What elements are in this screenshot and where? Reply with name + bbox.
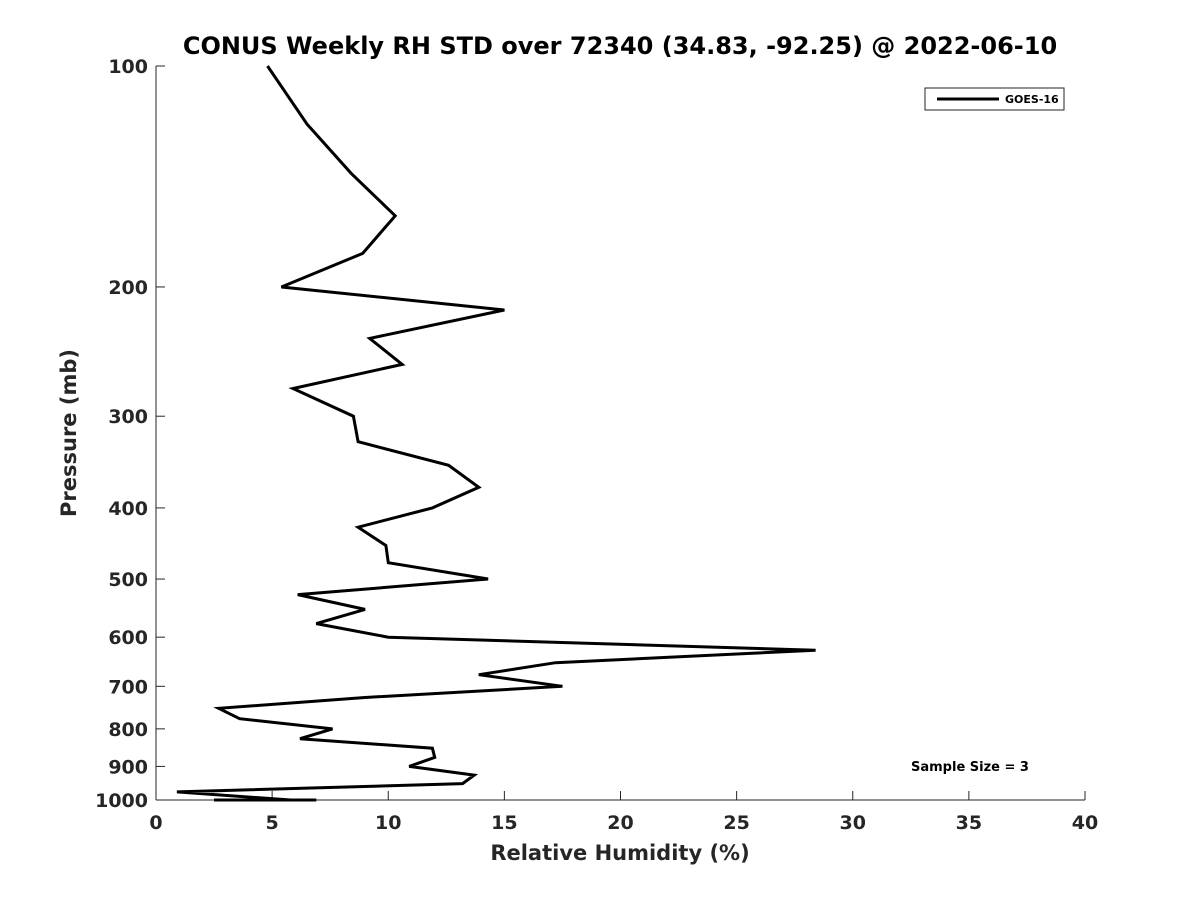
y-tick-label: 100 xyxy=(108,56,148,78)
chart-title: CONUS Weekly RH STD over 72340 (34.83, -… xyxy=(183,32,1057,60)
sample-size-annotation: Sample Size = 3 xyxy=(911,760,1029,775)
y-tick-label: 900 xyxy=(108,756,148,778)
y-tick-label: 500 xyxy=(108,569,148,591)
x-tick-label: 10 xyxy=(375,812,401,834)
x-tick-label: 30 xyxy=(840,812,866,834)
x-axis-ticks: 0 5 10 15 20 25 30 35 40 xyxy=(149,791,1098,834)
y-tick-label: 800 xyxy=(108,719,148,741)
y-tick-label: 200 xyxy=(108,277,148,299)
x-tick-label: 25 xyxy=(723,812,749,834)
y-axis-label: Pressure (mb) xyxy=(57,349,81,517)
x-axis-label: Relative Humidity (%) xyxy=(490,841,749,865)
series-layer xyxy=(176,65,816,802)
x-tick-label: 40 xyxy=(1072,812,1098,834)
legend-label-goes-16: GOES-16 xyxy=(1005,93,1059,106)
x-tick-label: 20 xyxy=(607,812,633,834)
y-axis-ticks: 100 200 300 400 500 600 700 800 900 1000 xyxy=(95,56,165,812)
series-line-goes-16 xyxy=(176,65,816,802)
y-tick-label: 400 xyxy=(108,498,148,520)
x-tick-label: 5 xyxy=(266,812,279,834)
y-tick-label: 700 xyxy=(108,676,148,698)
x-tick-label: 15 xyxy=(491,812,517,834)
y-tick-label: 600 xyxy=(108,627,148,649)
y-tick-label: 1000 xyxy=(95,790,148,812)
y-tick-label: 300 xyxy=(108,406,148,428)
legend: GOES-16 xyxy=(924,87,1065,111)
x-tick-label: 35 xyxy=(956,812,982,834)
x-tick-label: 0 xyxy=(149,812,162,834)
axes xyxy=(155,66,1085,801)
